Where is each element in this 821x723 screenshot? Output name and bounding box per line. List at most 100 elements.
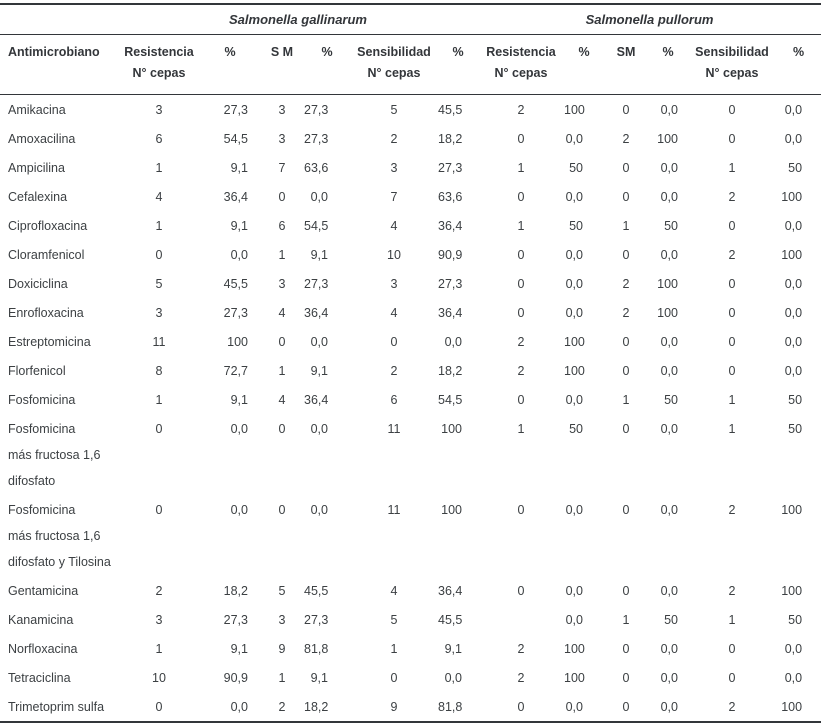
table-cell: 100 [564, 642, 585, 656]
table-cell: 0,0 [565, 132, 583, 146]
table-cell: 6 [390, 393, 398, 407]
table-cell: 3 [278, 277, 286, 291]
table-cell: 36,4 [304, 393, 329, 407]
table-cell: 0 [517, 132, 525, 146]
table-cell: 3 [155, 103, 163, 117]
table-cell: 27,3 [223, 103, 248, 117]
table-cell: 0,0 [565, 700, 583, 714]
table-cell: 0 [278, 190, 286, 204]
table-cell: 0,0 [660, 671, 678, 685]
antimicrobial-name: Amoxacilina [8, 132, 76, 146]
species-header-spacer [0, 4, 118, 35]
table-cell: 0 [622, 671, 630, 685]
column-header-sm-pullorum: SM [604, 34, 648, 95]
table-cell: 9,1 [230, 219, 248, 233]
species-header-row: Salmonella gallinarum Salmonella pulloru… [0, 4, 821, 35]
table-cell: 5 [155, 277, 163, 291]
table-cell: 27,3 [304, 132, 329, 146]
table-cell: 45,5 [223, 277, 248, 291]
table-cell: 0,0 [660, 161, 678, 175]
table-cell: 2 [155, 584, 163, 598]
table-cell: 36,4 [223, 190, 248, 204]
table-cell: 2 [728, 248, 736, 262]
antimicrobial-name: Tetraciclina [8, 671, 71, 685]
table-row: Ciprofloxacina 1 9,1 6 54,5 4 36,4 1 50 1 50 0 0,0 [0, 211, 821, 240]
table-cell: 4 [278, 306, 286, 320]
column-header-sublabel: N° cepas [367, 66, 421, 80]
table-cell: 100 [441, 503, 462, 517]
table-cell: 0,0 [565, 306, 583, 320]
antimicrobial-name: Ampicilina [8, 161, 65, 175]
table-cell: 100 [564, 671, 585, 685]
table-cell: 0 [517, 584, 525, 598]
table-cell: 6 [155, 132, 163, 146]
table-cell: 1 [622, 393, 630, 407]
column-header-label: S M [270, 45, 294, 59]
table-cell: 0,0 [230, 422, 248, 436]
table-cell: 6 [278, 219, 286, 233]
table-cell: 5 [390, 613, 398, 627]
column-header-label: % [321, 45, 333, 59]
table-cell: 54,5 [438, 393, 463, 407]
table-cell: 0,0 [660, 190, 678, 204]
table-cell: 0,0 [565, 190, 583, 204]
table-cell: 0 [728, 642, 736, 656]
table-cell: 100 [657, 132, 678, 146]
column-header-sensibilidad-gallinarum: Sensibilidad N° cepas [350, 34, 438, 95]
table-cell: 10 [387, 248, 401, 262]
table-cell: 27,3 [304, 103, 329, 117]
table-cell: 2 [517, 671, 525, 685]
table-cell: 0 [622, 103, 630, 117]
table-cell: 7 [278, 161, 286, 175]
table-cell: 0,0 [784, 103, 803, 117]
table-cell: 0,0 [784, 335, 803, 349]
table-cell: 100 [564, 364, 585, 378]
table-cell: 0,0 [660, 700, 678, 714]
table-cell: 0 [390, 671, 398, 685]
table-cell: 0,0 [784, 671, 803, 685]
table-cell: 9,1 [444, 642, 462, 656]
table-cell: 0 [622, 642, 630, 656]
table-cell: 9,1 [310, 671, 328, 685]
table-cell: 0,0 [310, 335, 328, 349]
column-header-label: Resistencia [486, 45, 556, 59]
column-header-sublabel: N° cepas [494, 66, 548, 80]
column-header-resistencia-pct-gallinarum: % [200, 34, 260, 95]
antibiogram-table: Salmonella gallinarum Salmonella pulloru… [0, 3, 821, 723]
column-header-resistencia-pct-pullorum: % [564, 34, 604, 95]
table-row: Amikacina 3 27,3 3 27,3 5 45,5 2 100 0 0,0 0 0,0 [0, 95, 821, 125]
table-cell: 0,0 [565, 393, 583, 407]
table-cell: 36,4 [438, 306, 463, 320]
table-cell: 4 [278, 393, 286, 407]
table-cell: 27,3 [438, 161, 463, 175]
table-cell: 0,0 [310, 422, 328, 436]
table-row: Amoxacilina 6 54,5 3 27,3 2 18,2 0 0,0 2 100 0 0,0 [0, 124, 821, 153]
table-row: Ampicilina 1 9,1 7 63,6 3 27,3 1 50 0 0,0 1 50 [0, 153, 821, 182]
table-row: Trimetoprim sulfa 0 0,0 2 18,2 9 81,8 0 0,0 0 0,0 2… [0, 692, 821, 722]
table-cell: 0 [728, 132, 736, 146]
column-header-sensibilidad-pct-gallinarum: % [438, 34, 478, 95]
table-cell: 9 [390, 700, 398, 714]
table-cell: 2 [728, 584, 736, 598]
table-cell: 0,0 [660, 248, 678, 262]
table-cell: 63,6 [438, 190, 463, 204]
table-cell: 0,0 [660, 364, 678, 378]
table-cell: 3 [390, 161, 398, 175]
table-cell: 1 [517, 161, 525, 175]
table-cell: 2 [517, 103, 525, 117]
table-cell: 3 [155, 613, 163, 627]
table-cell: 54,5 [223, 132, 248, 146]
table-cell: 45,5 [438, 103, 463, 117]
table-cell: 90,9 [223, 671, 248, 685]
table-cell: 0 [728, 335, 736, 349]
antimicrobial-name: Kanamicina [8, 613, 74, 627]
column-header-label: % [452, 45, 464, 59]
table-cell: 0 [517, 248, 525, 262]
table-cell: 18,2 [304, 700, 329, 714]
antimicrobial-name: Norfloxacina [8, 642, 78, 656]
antimicrobial-name: Fosfomicina [8, 393, 76, 407]
table-cell: 9,1 [310, 248, 328, 262]
column-header-label: % [578, 45, 590, 59]
column-header-sublabel: N° cepas [705, 66, 759, 80]
table-cell: 9,1 [230, 642, 248, 656]
